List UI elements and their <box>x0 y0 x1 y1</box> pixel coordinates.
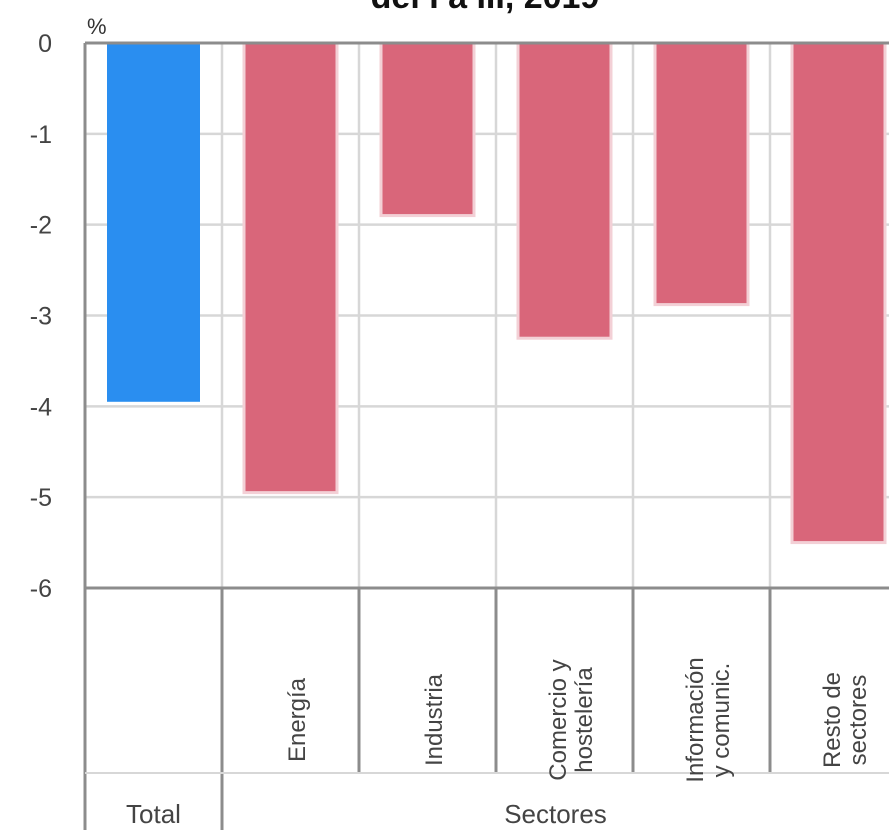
group-label-total: Total <box>126 799 181 829</box>
bar-0 <box>107 43 200 402</box>
chart-title: del I a III, 2019 <box>371 0 600 16</box>
y-tick-label: -4 <box>30 393 52 421</box>
bar-2 <box>379 41 476 218</box>
y-tick-label: 0 <box>38 30 52 58</box>
category-label: sectores <box>845 675 872 766</box>
y-tick-label: -2 <box>30 212 52 240</box>
y-tick-label: -1 <box>30 121 52 149</box>
y-tick-label: -5 <box>30 484 52 512</box>
category-labels: Energía Industria Comercio y hostelería Info… <box>284 657 872 782</box>
y-axis-unit: % <box>87 14 107 39</box>
bars <box>107 41 887 545</box>
group-label-sectores: Sectores <box>504 799 607 829</box>
gridlines <box>85 43 889 588</box>
category-label: Comercio y <box>545 659 572 780</box>
category-label: Resto de <box>819 672 846 768</box>
group-labels: Total Sectores <box>126 799 607 829</box>
category-label: hostelería <box>571 667 598 773</box>
y-tick-label: -3 <box>30 303 52 331</box>
category-label: Industria <box>421 673 448 766</box>
bar-4 <box>653 41 750 307</box>
y-tick-label: -6 <box>30 575 52 603</box>
category-label: y comunic. <box>708 663 735 778</box>
bar-3 <box>516 41 613 340</box>
bar-5 <box>790 41 887 545</box>
y-tick-labels: 0 -1 -2 -3 -4 -5 -6 <box>30 30 52 603</box>
axes <box>83 41 889 830</box>
category-label: Energía <box>284 677 311 762</box>
category-label: Información <box>682 657 709 782</box>
bar-1 <box>242 41 339 495</box>
